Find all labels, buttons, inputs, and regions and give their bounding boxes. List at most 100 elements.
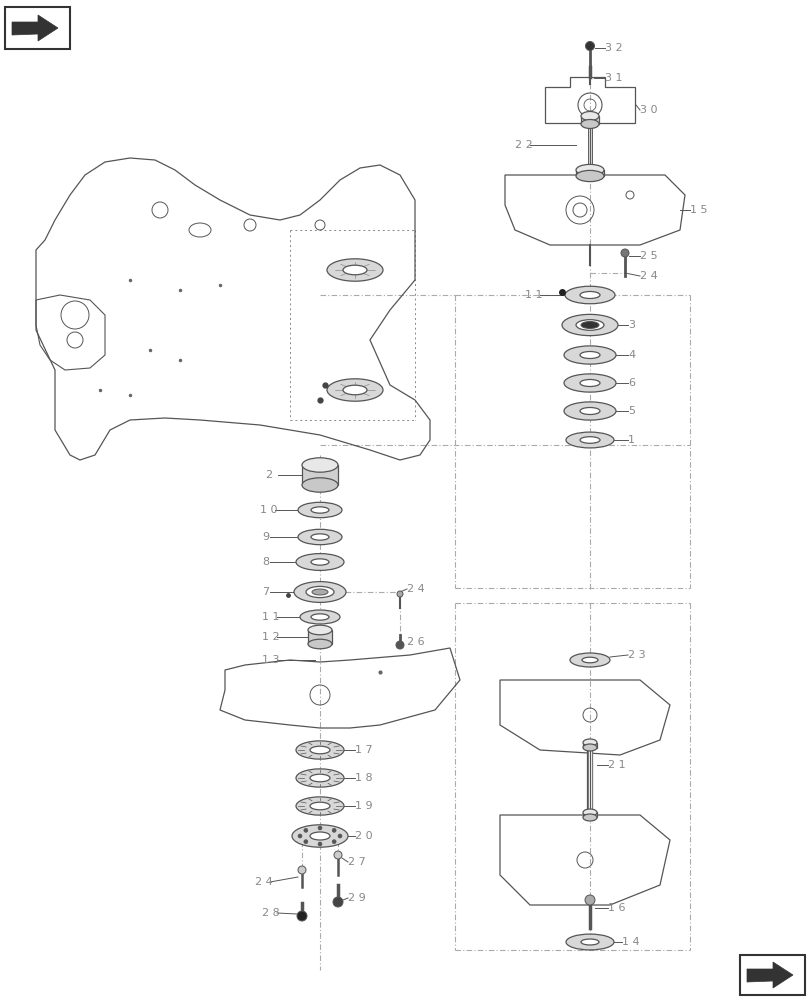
- Ellipse shape: [565, 934, 613, 950]
- Ellipse shape: [582, 744, 596, 751]
- Ellipse shape: [310, 832, 329, 840]
- Ellipse shape: [327, 259, 383, 281]
- Bar: [575, 170, 603, 176]
- Text: 3 1: 3 1: [604, 73, 622, 83]
- Text: 2 2: 2 2: [514, 140, 532, 150]
- Ellipse shape: [298, 502, 341, 518]
- Ellipse shape: [310, 746, 329, 754]
- Text: 1 0: 1 0: [260, 505, 277, 515]
- Text: 2: 2: [264, 470, 272, 480]
- Ellipse shape: [306, 586, 333, 598]
- Ellipse shape: [302, 458, 337, 472]
- Circle shape: [298, 866, 306, 874]
- Circle shape: [396, 641, 404, 649]
- Ellipse shape: [311, 507, 328, 513]
- Ellipse shape: [342, 265, 367, 275]
- Text: 2 6: 2 6: [406, 637, 424, 647]
- Text: 1 9: 1 9: [354, 801, 372, 811]
- Circle shape: [318, 826, 322, 830]
- Circle shape: [332, 828, 336, 832]
- Ellipse shape: [582, 809, 596, 816]
- Text: 8: 8: [262, 557, 268, 567]
- Circle shape: [303, 840, 307, 844]
- Polygon shape: [746, 962, 792, 988]
- Circle shape: [333, 897, 342, 907]
- Ellipse shape: [575, 164, 603, 176]
- Ellipse shape: [296, 769, 344, 787]
- Ellipse shape: [189, 223, 211, 237]
- Ellipse shape: [307, 639, 332, 649]
- Bar: [302, 465, 337, 485]
- Text: 2 3: 2 3: [627, 650, 645, 660]
- Text: 3 0: 3 0: [639, 105, 657, 115]
- Text: 1 7: 1 7: [354, 745, 372, 755]
- Ellipse shape: [564, 402, 616, 420]
- Text: 2 8: 2 8: [262, 908, 280, 918]
- Text: 5: 5: [627, 406, 634, 416]
- Ellipse shape: [579, 352, 599, 359]
- Ellipse shape: [579, 408, 599, 414]
- Ellipse shape: [564, 286, 614, 304]
- Bar: [581, 116, 599, 124]
- Text: 3: 3: [627, 320, 634, 330]
- Ellipse shape: [579, 379, 599, 386]
- Text: 7: 7: [262, 587, 268, 597]
- Ellipse shape: [296, 554, 344, 570]
- Text: 1: 1: [627, 435, 634, 445]
- Ellipse shape: [579, 437, 599, 443]
- Ellipse shape: [296, 741, 344, 759]
- Ellipse shape: [564, 374, 616, 392]
- Text: 1 3: 1 3: [262, 655, 279, 665]
- Ellipse shape: [565, 432, 613, 448]
- Text: 1 8: 1 8: [354, 773, 372, 783]
- Text: 2 4: 2 4: [255, 877, 272, 887]
- Ellipse shape: [307, 625, 332, 635]
- Bar: [307, 630, 332, 644]
- Ellipse shape: [581, 322, 599, 328]
- Ellipse shape: [581, 120, 599, 129]
- Text: 4: 4: [627, 350, 634, 360]
- Text: 1 2: 1 2: [262, 632, 279, 642]
- Ellipse shape: [569, 653, 609, 667]
- Circle shape: [332, 840, 336, 844]
- Text: 9: 9: [262, 532, 268, 542]
- FancyBboxPatch shape: [5, 7, 70, 49]
- Circle shape: [337, 834, 341, 838]
- Ellipse shape: [311, 534, 328, 540]
- Circle shape: [318, 842, 322, 846]
- Text: 2 4: 2 4: [406, 584, 424, 594]
- FancyBboxPatch shape: [739, 955, 804, 995]
- Ellipse shape: [564, 346, 616, 364]
- Ellipse shape: [292, 825, 348, 847]
- Circle shape: [620, 249, 629, 257]
- Ellipse shape: [311, 559, 328, 565]
- Ellipse shape: [342, 385, 367, 395]
- Ellipse shape: [298, 529, 341, 545]
- Circle shape: [584, 895, 594, 905]
- Ellipse shape: [579, 292, 599, 298]
- Text: 6: 6: [627, 378, 634, 388]
- Ellipse shape: [582, 814, 596, 821]
- Text: 2 4: 2 4: [639, 271, 657, 281]
- Polygon shape: [12, 15, 58, 41]
- Ellipse shape: [581, 657, 597, 663]
- Circle shape: [298, 834, 302, 838]
- Text: 2 7: 2 7: [348, 857, 365, 867]
- Text: 1 6: 1 6: [607, 903, 624, 913]
- Text: 3 2: 3 2: [604, 43, 622, 53]
- Circle shape: [333, 851, 341, 859]
- Ellipse shape: [311, 589, 328, 595]
- Circle shape: [585, 42, 594, 51]
- Ellipse shape: [575, 320, 603, 330]
- Text: 2 9: 2 9: [348, 893, 365, 903]
- Circle shape: [397, 591, 402, 597]
- Circle shape: [303, 828, 307, 832]
- Text: 2 0: 2 0: [354, 831, 372, 841]
- Ellipse shape: [299, 610, 340, 624]
- Ellipse shape: [581, 939, 599, 945]
- Ellipse shape: [310, 802, 329, 810]
- Text: 1 1: 1 1: [262, 612, 279, 622]
- Ellipse shape: [327, 379, 383, 401]
- Ellipse shape: [581, 112, 599, 121]
- Text: 1 5: 1 5: [689, 205, 706, 215]
